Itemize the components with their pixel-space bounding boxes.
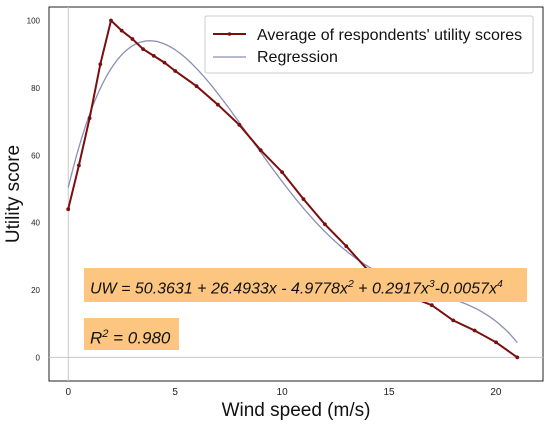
- x-tick-label: 15: [383, 387, 395, 398]
- average-utility-point: [258, 148, 263, 153]
- average-utility-point: [216, 102, 220, 107]
- x-axis-ticks: 0 5 10 15 20: [65, 387, 501, 398]
- average-utility-point: [66, 207, 71, 212]
- average-utility-point: [109, 18, 113, 23]
- average-utility-points: [66, 18, 520, 360]
- equation-exponent-2: 2: [347, 279, 354, 290]
- x-tick-label: 10: [277, 387, 289, 398]
- average-utility-point: [87, 116, 92, 121]
- r-squared-value: = 0.980: [108, 328, 171, 348]
- legend-label-average: Average of respondents' utility scores: [257, 27, 522, 44]
- average-utility-point: [194, 84, 199, 89]
- equation-exponent-4: 4: [496, 279, 503, 290]
- equation-text-3: -0.0057x: [434, 280, 497, 298]
- y-tick-label: 60: [31, 151, 40, 160]
- y-axis-label: Utility score: [3, 145, 24, 243]
- x-axis-label: Wind speed (m/s): [222, 400, 371, 421]
- equation-exponent-3: 3: [428, 279, 435, 290]
- x-tick-label: 5: [172, 387, 178, 398]
- average-utility-point: [494, 340, 498, 345]
- average-utility-point: [141, 47, 146, 51]
- average-utility-point: [77, 163, 81, 168]
- average-utility-point: [98, 62, 103, 67]
- equation-text-2: + 0.2917x: [353, 280, 429, 298]
- y-tick-label: 0: [36, 353, 41, 362]
- r-squared-box: R2 = 0.980: [84, 318, 179, 350]
- average-utility-point: [119, 28, 124, 33]
- average-utility-point: [130, 37, 135, 41]
- average-utility-point: [151, 54, 156, 58]
- average-utility-point: [280, 170, 284, 175]
- average-utility-point: [344, 244, 349, 249]
- y-axis-ticks: 0 20 40 60 80 100: [27, 16, 41, 362]
- average-utility-point: [451, 318, 456, 323]
- average-utility-point: [237, 123, 242, 127]
- average-utility-point: [173, 69, 178, 73]
- y-tick-label: 20: [31, 286, 40, 295]
- x-tick-label: 20: [490, 387, 502, 398]
- regression-equation-box: UW = 50.3631 + 26.4933x - 4.9778x2 + 0.2…: [84, 268, 527, 302]
- legend-frame: [204, 15, 534, 74]
- x-tick-label: 0: [65, 387, 71, 398]
- average-utility-point: [301, 197, 306, 202]
- r-squared-symbol: R: [90, 328, 103, 348]
- average-utility-point: [323, 222, 327, 227]
- average-utility-point: [515, 355, 520, 360]
- r-squared-exponent: 2: [102, 328, 109, 340]
- y-tick-label: 40: [31, 219, 40, 228]
- average-utility-point: [472, 328, 477, 333]
- average-utility-point: [162, 60, 167, 65]
- legend: Average of respondents' utility scores R…: [204, 15, 534, 74]
- y-tick-label: 100: [27, 16, 41, 25]
- y-tick-label: 80: [31, 84, 40, 93]
- equation-text-1: UW = 50.3631 + 26.4933x - 4.9778x: [90, 280, 348, 298]
- legend-marker-average: [227, 32, 232, 36]
- average-utility-point: [429, 303, 434, 308]
- legend-label-regression: Regression: [257, 49, 338, 66]
